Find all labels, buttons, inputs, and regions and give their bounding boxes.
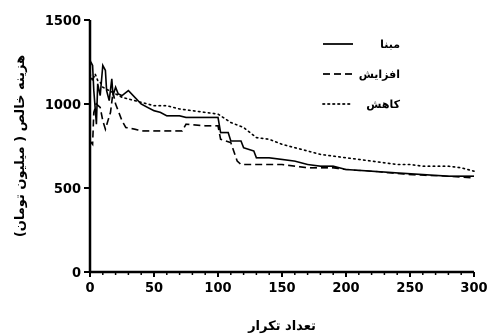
y-tick-label: 0 — [72, 266, 81, 281]
y-tick-label: 1000 — [45, 98, 81, 113]
series-line-1 — [89, 59, 474, 177]
legend-label: افزایش — [359, 68, 400, 81]
legend-label: کاهش — [366, 98, 400, 111]
x-tick-label: 300 — [460, 281, 487, 296]
x-tick-label: 150 — [268, 281, 295, 296]
x-tick-label: 50 — [145, 281, 163, 296]
y-tick-label: 1500 — [45, 14, 81, 29]
y-axis-ticks: 0 500 1000 1500 — [45, 14, 90, 281]
series-line-3 — [89, 71, 475, 172]
series-line-2 — [89, 92, 475, 179]
x-tick-label: 100 — [204, 281, 231, 296]
y-tick-label: 500 — [54, 182, 81, 197]
x-tick-label: 0 — [85, 281, 94, 296]
chart-legend: مبنا افزایش کاهش — [322, 38, 401, 111]
axes-layer — [88, 20, 474, 274]
x-tick-label: 200 — [332, 281, 359, 296]
y-axis-label: هزینه خالص ( میلیون تومان) — [13, 55, 28, 237]
x-axis-ticks: 0 50 100 150 200 250 300 — [85, 272, 488, 296]
x-tick-label: 250 — [396, 281, 423, 296]
x-axis-label: تعداد تکرار — [247, 319, 316, 334]
series-layer — [89, 59, 475, 179]
legend-label: مبنا — [380, 38, 400, 51]
